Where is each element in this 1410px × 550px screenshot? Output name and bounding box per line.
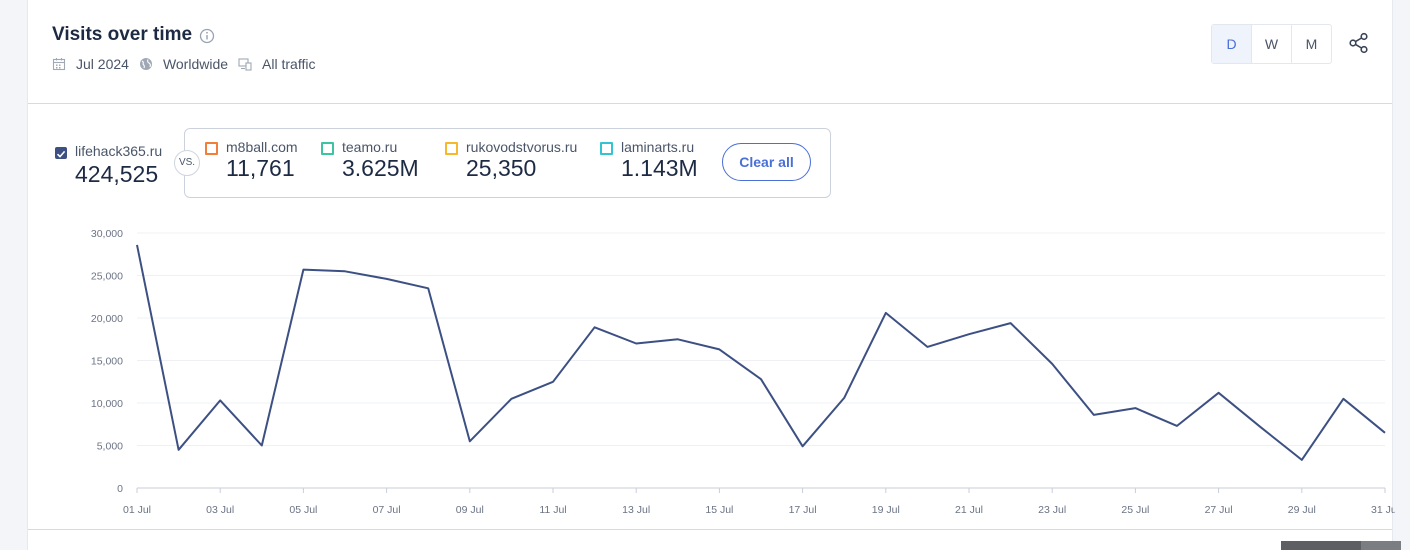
devices-icon xyxy=(238,58,252,71)
x-tick-label: 15 Jul xyxy=(705,504,733,516)
scrollbar-thumb[interactable] xyxy=(1361,541,1401,550)
filter-bar: Jul 2024 Worldwide All traffic xyxy=(52,55,325,73)
compare-site-label: teamo.ru xyxy=(342,139,398,155)
granularity-day-button[interactable]: D xyxy=(1212,25,1252,63)
x-tick-label: 09 Jul xyxy=(456,504,484,516)
x-tick-label: 31 Jul xyxy=(1371,504,1395,516)
x-tick-label: 25 Jul xyxy=(1121,504,1149,516)
x-tick-label: 03 Jul xyxy=(206,504,234,516)
x-tick-label: 01 Jul xyxy=(123,504,151,516)
granularity-toggle: D W M xyxy=(1211,24,1332,64)
info-icon[interactable] xyxy=(199,28,215,44)
granularity-month-button[interactable]: M xyxy=(1305,36,1318,52)
x-tick-label: 17 Jul xyxy=(789,504,817,516)
x-tick-label: 05 Jul xyxy=(289,504,317,516)
main-site-label: lifehack365.ru xyxy=(75,143,163,159)
compare-site-value: 1.143M xyxy=(621,155,698,181)
compare-checkbox[interactable] xyxy=(321,142,334,155)
x-tick-label: 23 Jul xyxy=(1038,504,1066,516)
visits-card: Visits over time Jul 2024 Worldwide xyxy=(27,0,1395,550)
x-tick-label: 21 Jul xyxy=(955,504,983,516)
y-tick-label: 20,000 xyxy=(91,313,123,325)
compare-checkbox[interactable] xyxy=(445,142,458,155)
y-tick-label: 5,000 xyxy=(97,441,123,453)
x-tick-label: 13 Jul xyxy=(622,504,650,516)
divider xyxy=(28,529,1392,530)
traffic-filter[interactable]: All traffic xyxy=(262,56,316,72)
compare-checkbox[interactable] xyxy=(600,142,613,155)
vs-badge: VS. xyxy=(174,150,200,176)
clear-all-button[interactable]: Clear all xyxy=(722,143,811,181)
scrollbar[interactable] xyxy=(1281,541,1401,550)
card-header: Visits over time Jul 2024 Worldwide xyxy=(28,0,1392,104)
calendar-icon xyxy=(52,58,66,71)
globe-icon xyxy=(139,58,152,70)
granularity-week-button[interactable]: W xyxy=(1252,25,1292,63)
y-tick-label: 25,000 xyxy=(91,271,123,283)
main-site-checkbox[interactable] xyxy=(55,147,67,159)
x-tick-label: 29 Jul xyxy=(1288,504,1316,516)
series-line xyxy=(136,244,1386,461)
x-tick-label: 11 Jul xyxy=(539,504,566,516)
card-title: Visits over time xyxy=(52,24,193,45)
compare-site-value: 3.625M xyxy=(342,155,419,181)
x-tick-label: 07 Jul xyxy=(373,504,401,516)
y-tick-label: 0 xyxy=(117,483,123,495)
compare-checkbox[interactable] xyxy=(205,142,218,155)
share-icon[interactable] xyxy=(1348,32,1370,54)
check-icon xyxy=(56,150,66,158)
x-tick-label: 19 Jul xyxy=(872,504,900,516)
compare-sites-box: m8ball.com 11,761 teamo.ru 3.625M rukovo… xyxy=(184,128,831,198)
y-tick-label: 15,000 xyxy=(91,356,123,368)
date-filter[interactable]: Jul 2024 xyxy=(76,56,129,72)
compare-site-label: rukovodstvorus.ru xyxy=(466,139,578,155)
y-tick-label: 10,000 xyxy=(91,398,123,410)
main-site-value: 424,525 xyxy=(75,161,159,187)
compare-site-label: m8ball.com xyxy=(226,139,298,155)
x-tick-label: 27 Jul xyxy=(1205,504,1233,516)
y-tick-label: 30,000 xyxy=(91,228,123,240)
compare-site-value: 25,350 xyxy=(466,155,537,181)
compare-site-label: laminarts.ru xyxy=(621,139,695,155)
visits-line-chart: 0 5,000 10,000 15,000 20,000 25,000 30,000 01 J… xyxy=(91,228,1395,516)
region-filter[interactable]: Worldwide xyxy=(162,56,229,72)
compare-site-value: 11,761 xyxy=(226,155,295,181)
